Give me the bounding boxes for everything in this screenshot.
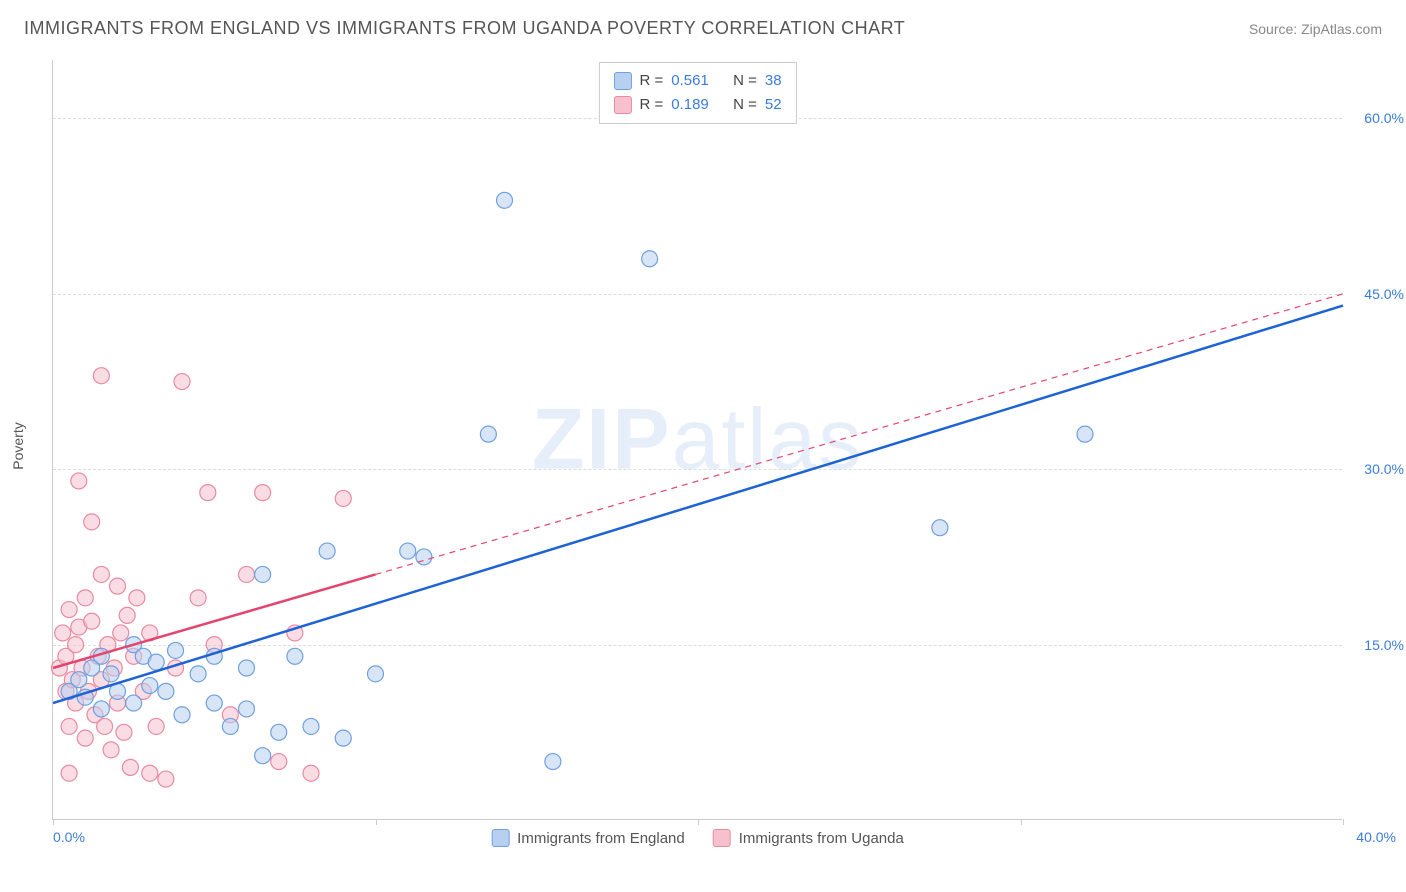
scatter-point-england	[368, 666, 384, 682]
scatter-point-uganda	[68, 637, 84, 653]
n-value-england: 38	[765, 69, 782, 93]
legend-stats-row-uganda: R = 0.189 N = 52	[613, 93, 781, 117]
y-axis-title: Poverty	[10, 422, 26, 469]
scatter-point-uganda	[61, 765, 77, 781]
scatter-point-uganda	[55, 625, 71, 641]
scatter-point-uganda	[116, 724, 132, 740]
legend-item-england: Immigrants from England	[491, 829, 685, 847]
legend-stats-box: R = 0.561 N = 38 R = 0.189 N = 52	[598, 62, 796, 124]
scatter-point-uganda	[174, 374, 190, 390]
scatter-point-england	[239, 660, 255, 676]
scatter-point-uganda	[239, 566, 255, 582]
scatter-point-uganda	[93, 368, 109, 384]
scatter-point-england	[239, 701, 255, 717]
legend-series: Immigrants from England Immigrants from …	[491, 829, 904, 847]
scatter-point-england	[303, 718, 319, 734]
scatter-point-england	[400, 543, 416, 559]
x-axis-end-label: 40.0%	[1356, 829, 1396, 845]
x-axis-start-label: 0.0%	[53, 829, 85, 845]
y-tick-label: 60.0%	[1348, 110, 1404, 126]
scatter-point-uganda	[93, 566, 109, 582]
scatter-point-uganda	[71, 473, 87, 489]
chart-container: ZIPatlas 15.0%30.0%45.0%60.0% R = 0.561 …	[52, 60, 1342, 820]
scatter-plot-svg	[53, 60, 1343, 820]
source-label: Source: ZipAtlas.com	[1249, 21, 1382, 37]
scatter-point-uganda	[119, 607, 135, 623]
swatch-england	[491, 829, 509, 847]
r-value-uganda: 0.189	[671, 93, 709, 117]
r-label: R =	[639, 93, 663, 117]
scatter-point-uganda	[77, 730, 93, 746]
scatter-point-uganda	[84, 613, 100, 629]
scatter-point-uganda	[129, 590, 145, 606]
swatch-england	[613, 72, 631, 90]
scatter-point-england	[319, 543, 335, 559]
scatter-point-uganda	[113, 625, 129, 641]
scatter-point-england	[174, 707, 190, 723]
legend-stats-row-england: R = 0.561 N = 38	[613, 69, 781, 93]
scatter-point-uganda	[303, 765, 319, 781]
swatch-uganda	[713, 829, 731, 847]
scatter-point-england	[158, 683, 174, 699]
header: IMMIGRANTS FROM ENGLAND VS IMMIGRANTS FR…	[0, 0, 1406, 47]
n-label: N =	[733, 93, 757, 117]
scatter-point-uganda	[158, 771, 174, 787]
scatter-point-england	[271, 724, 287, 740]
n-value-uganda: 52	[765, 93, 782, 117]
scatter-point-uganda	[148, 718, 164, 734]
scatter-point-uganda	[61, 718, 77, 734]
scatter-point-england	[103, 666, 119, 682]
scatter-point-uganda	[84, 514, 100, 530]
legend-item-uganda: Immigrants from Uganda	[713, 829, 904, 847]
chart-title: IMMIGRANTS FROM ENGLAND VS IMMIGRANTS FR…	[24, 18, 905, 39]
legend-label-england: Immigrants from England	[517, 830, 685, 847]
scatter-point-england	[642, 251, 658, 267]
scatter-point-england	[255, 748, 271, 764]
scatter-point-england	[93, 701, 109, 717]
x-tick	[1343, 819, 1344, 825]
scatter-point-uganda	[103, 742, 119, 758]
scatter-point-england	[126, 695, 142, 711]
scatter-point-england	[480, 426, 496, 442]
plot-area: ZIPatlas 15.0%30.0%45.0%60.0% R = 0.561 …	[52, 60, 1342, 820]
scatter-point-uganda	[335, 490, 351, 506]
scatter-point-uganda	[110, 578, 126, 594]
scatter-point-uganda	[142, 765, 158, 781]
y-tick-label: 15.0%	[1348, 637, 1404, 653]
swatch-uganda	[613, 96, 631, 114]
y-tick-label: 45.0%	[1348, 286, 1404, 302]
scatter-point-uganda	[271, 754, 287, 770]
scatter-point-uganda	[122, 759, 138, 775]
scatter-point-england	[1077, 426, 1093, 442]
legend-label-uganda: Immigrants from Uganda	[739, 830, 904, 847]
scatter-point-england	[932, 520, 948, 536]
scatter-point-england	[287, 648, 303, 664]
scatter-point-uganda	[77, 590, 93, 606]
scatter-point-uganda	[61, 602, 77, 618]
n-label: N =	[733, 69, 757, 93]
y-tick-label: 30.0%	[1348, 461, 1404, 477]
scatter-point-england	[148, 654, 164, 670]
scatter-point-england	[71, 672, 87, 688]
r-value-england: 0.561	[671, 69, 709, 93]
scatter-point-england	[168, 642, 184, 658]
scatter-point-england	[255, 566, 271, 582]
scatter-point-uganda	[200, 485, 216, 501]
scatter-point-england	[190, 666, 206, 682]
trend-line-uganda-dashed	[376, 294, 1344, 575]
scatter-point-england	[497, 192, 513, 208]
scatter-point-uganda	[190, 590, 206, 606]
scatter-point-uganda	[255, 485, 271, 501]
scatter-point-england	[222, 718, 238, 734]
scatter-point-uganda	[97, 718, 113, 734]
scatter-point-england	[545, 754, 561, 770]
trend-line-england	[53, 306, 1343, 704]
scatter-point-england	[335, 730, 351, 746]
scatter-point-england	[142, 678, 158, 694]
scatter-point-england	[206, 695, 222, 711]
r-label: R =	[639, 69, 663, 93]
